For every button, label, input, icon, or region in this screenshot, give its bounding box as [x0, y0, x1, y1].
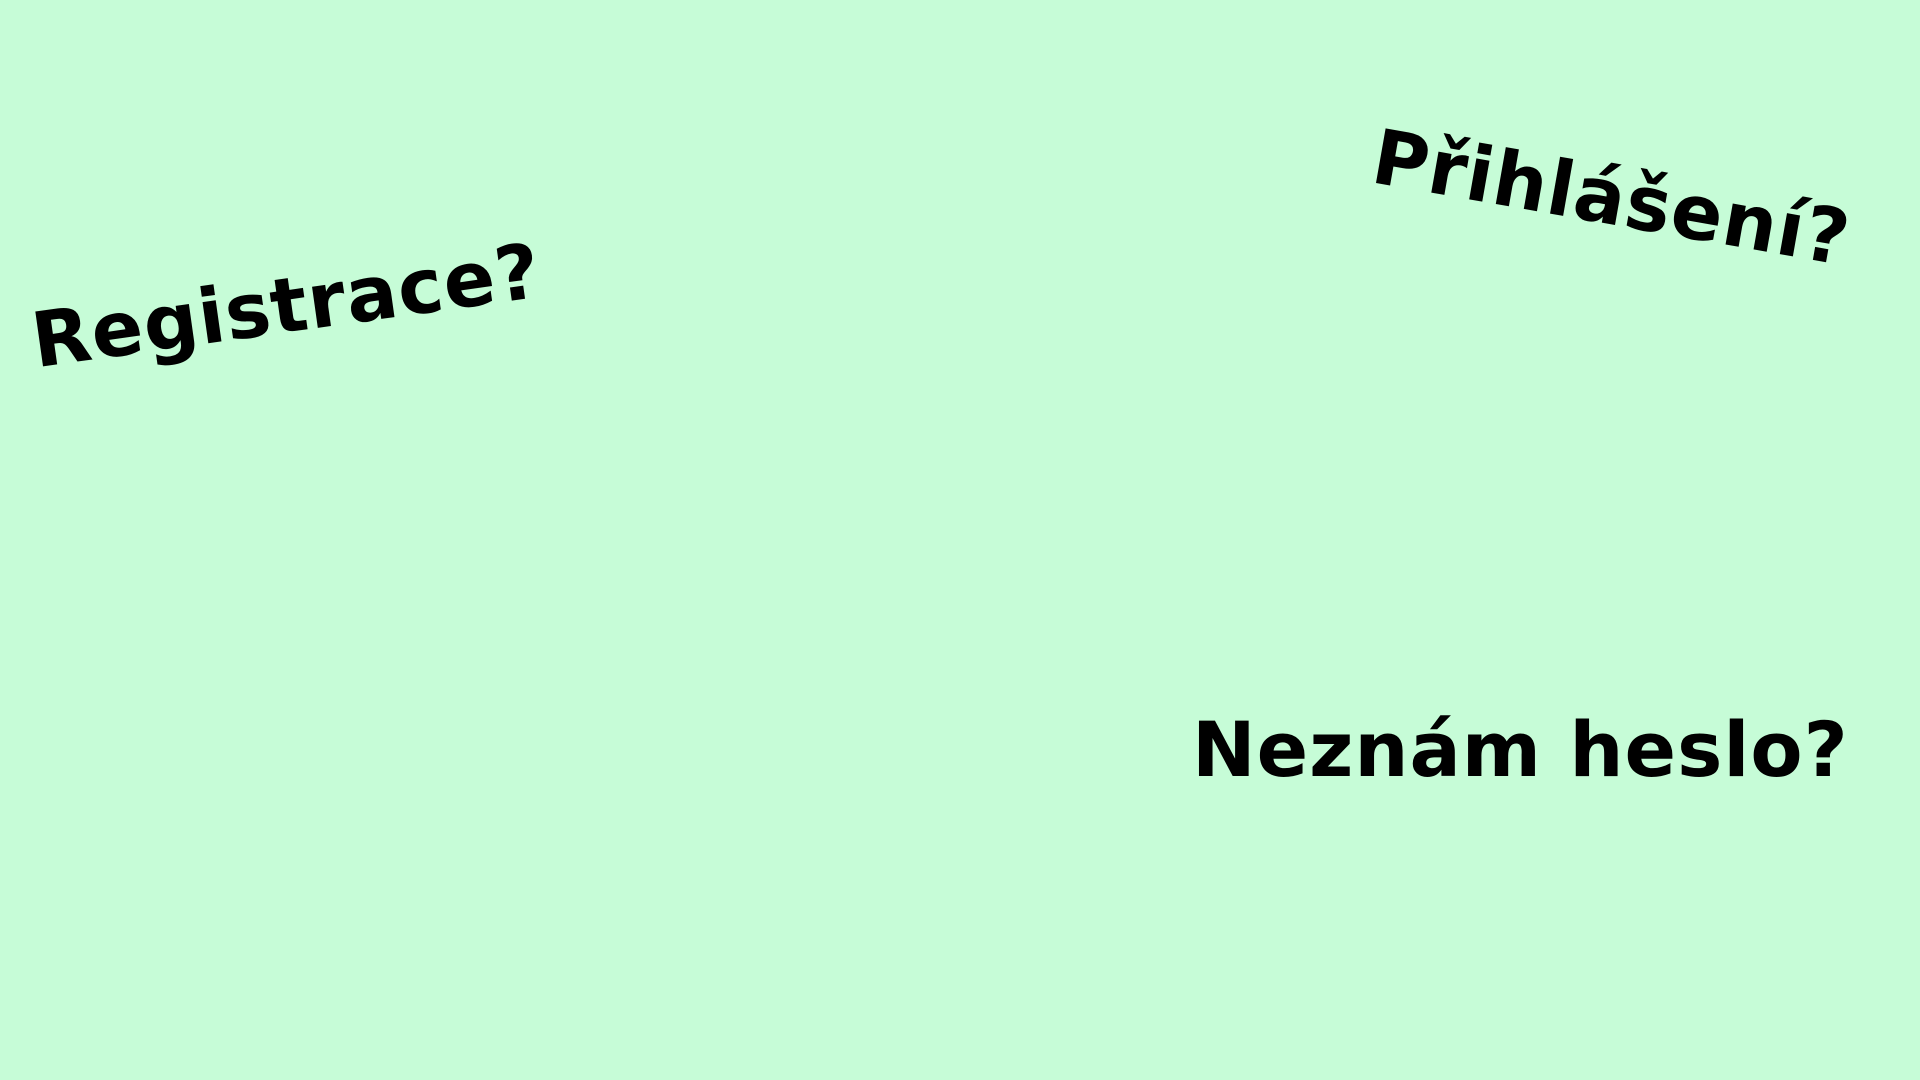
- login-link[interactable]: Přihlášení?: [1366, 111, 1857, 284]
- forgot-password-link[interactable]: Neznám heslo?: [1192, 705, 1849, 794]
- register-link[interactable]: Registrace?: [26, 225, 547, 386]
